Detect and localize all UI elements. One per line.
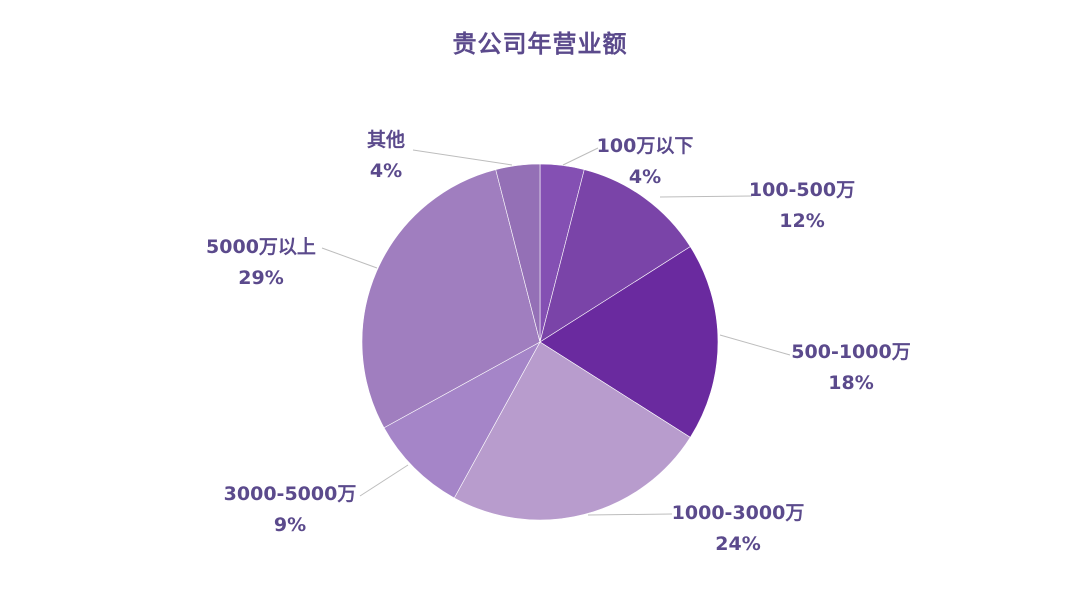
slice-percent-label: 29% <box>238 267 283 289</box>
slice-category-label: 3000-5000万 <box>224 483 357 505</box>
leader-line <box>321 247 378 269</box>
slice-category-label: 500-1000万 <box>791 341 910 363</box>
leader-line <box>659 195 753 198</box>
chart-title: 贵公司年营业额 <box>452 30 628 58</box>
pie-slices <box>361 163 719 521</box>
pie-slice <box>539 246 719 438</box>
leader-line <box>562 147 599 166</box>
slice-percent-label: 9% <box>274 514 306 536</box>
pie-slice <box>539 169 691 343</box>
slice-percent-label: 24% <box>715 533 760 555</box>
pie-slice <box>383 341 541 499</box>
slice-percent-label: 4% <box>629 166 661 188</box>
data-labels: 100万以下 4% 100-500万 12% 500-1000万 18% 1000-3000… <box>206 128 911 555</box>
slice-category-label: 100-500万 <box>749 179 855 201</box>
slice-category-label: 100万以下 <box>597 135 694 157</box>
pie-slice <box>361 169 541 429</box>
slice-category-label: 1000-3000万 <box>672 502 805 524</box>
pie-slice <box>495 163 541 343</box>
slice-percent-label: 4% <box>370 160 402 182</box>
leader-lines <box>321 147 791 516</box>
slice-percent-label: 12% <box>779 210 824 232</box>
slice-category-label: 5000万以上 <box>206 236 316 258</box>
pie-slice <box>453 341 691 521</box>
leader-line <box>359 464 409 497</box>
leader-line <box>587 513 673 516</box>
slice-percent-label: 18% <box>828 372 873 394</box>
leader-line <box>719 334 791 356</box>
slice-category-label: 其他 <box>367 128 405 151</box>
leader-line <box>412 149 513 166</box>
